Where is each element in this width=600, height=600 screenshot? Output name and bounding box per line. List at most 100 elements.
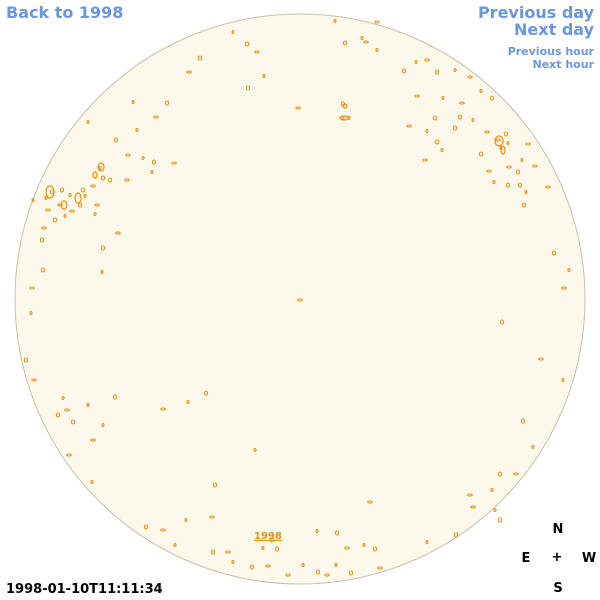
contour-mark: [186, 399, 190, 405]
contour-mark: [131, 99, 135, 105]
contour-mark: [495, 138, 501, 142]
contour-mark: [150, 169, 154, 175]
contour-mark: [538, 357, 544, 361]
contour-mark: [93, 211, 97, 217]
contour-mark: [348, 570, 354, 576]
contour-mark: [197, 55, 203, 61]
observation-timestamp: 1998-01-10T11:11:34: [6, 582, 163, 597]
contour-mark: [492, 179, 496, 185]
contour-mark: [506, 165, 512, 169]
contour-mark: [80, 187, 86, 193]
contour-mark: [160, 407, 166, 411]
contour-mark: [39, 237, 45, 243]
contour-mark: [112, 394, 118, 400]
next-hour-link[interactable]: Next hour: [532, 58, 595, 71]
contour-mark: [374, 20, 380, 24]
contour-mark: [209, 515, 215, 519]
contour-mark: [68, 192, 72, 198]
contour-mark: [203, 390, 209, 396]
contour-mark: [422, 158, 428, 162]
contour-mark: [517, 182, 523, 188]
contour-mark: [520, 157, 524, 163]
contour-mark: [363, 40, 369, 44]
contour-mark: [424, 58, 430, 62]
contour-mark: [479, 88, 483, 94]
contour-mark: [401, 68, 407, 74]
contour-mark: [55, 412, 61, 418]
contour-mark: [489, 95, 495, 101]
contour-mark: [153, 115, 159, 119]
contour-mark: [52, 217, 58, 223]
contour-mark: [561, 377, 565, 383]
contour-mark: [101, 422, 105, 428]
contour-mark: [567, 267, 571, 273]
contour-mark: [342, 40, 348, 46]
contour-mark: [231, 29, 235, 35]
contour-mark: [561, 286, 567, 290]
contour-mark: [471, 117, 475, 123]
contour-mark: [515, 169, 521, 175]
contour-mark: [360, 35, 364, 41]
contour-mark: [265, 564, 271, 568]
contour-mark: [29, 310, 33, 316]
contour-mark: [90, 479, 94, 485]
contour-mark: [90, 184, 96, 188]
back-to-year-link[interactable]: Back to 1998: [6, 3, 124, 22]
next-day-link[interactable]: Next day: [514, 20, 594, 39]
contour-loop: [339, 115, 349, 121]
contour-mark: [210, 549, 216, 555]
previous-day-link[interactable]: Previous day: [477, 3, 594, 22]
contour-loop: [74, 192, 82, 204]
contour-mark: [274, 546, 280, 552]
contour-mark: [141, 155, 145, 161]
contour-mark: [505, 182, 511, 188]
contour-mark: [41, 226, 47, 230]
contour-mark: [77, 202, 83, 208]
contour-mark: [295, 106, 301, 110]
contour-mark: [367, 500, 373, 504]
contour-mark: [432, 115, 438, 121]
contour-mark: [459, 101, 465, 105]
magnetic-contours: [23, 18, 571, 577]
contour-mark: [499, 319, 505, 325]
contour-mark: [470, 505, 476, 509]
previous-hour-link[interactable]: Previous hour: [507, 45, 594, 58]
compass-south-label: S: [553, 581, 563, 596]
contour-mark: [151, 159, 157, 165]
contour-mark: [375, 47, 379, 53]
year-label-link[interactable]: 1998: [254, 531, 282, 542]
contour-mark: [44, 195, 48, 201]
contour-mark: [344, 546, 350, 550]
contour-mark: [254, 50, 260, 54]
contour-mark: [520, 418, 526, 424]
contour-mark: [113, 137, 119, 143]
contour-loop: [97, 162, 105, 172]
contour-mark: [486, 169, 492, 173]
contour-mark: [441, 95, 445, 101]
contour-mark: [64, 408, 70, 412]
contour-mark: [160, 528, 166, 532]
contour-mark: [86, 402, 90, 408]
contour-mark: [124, 178, 130, 182]
contour-mark: [100, 269, 104, 275]
contour-mark: [521, 202, 527, 208]
contour-mark: [115, 231, 121, 235]
contour-mark: [551, 250, 557, 256]
contour-mark: [262, 73, 266, 79]
contour-mark: [301, 562, 305, 568]
contour-mark: [66, 453, 72, 457]
contour-mark: [324, 573, 330, 577]
contour-mark: [70, 419, 76, 425]
contour-mark: [297, 298, 303, 302]
contour-mark: [225, 550, 231, 554]
contour-mark: [362, 542, 366, 548]
contour-mark: [285, 573, 291, 577]
contour-mark: [484, 130, 490, 134]
contour-mark: [478, 151, 484, 157]
contour-mark: [440, 147, 444, 153]
contour-mark: [100, 245, 106, 251]
contour-mark: [94, 203, 100, 207]
contour-mark: [453, 532, 459, 538]
contour-mark: [414, 94, 420, 98]
contour-mark: [467, 493, 473, 497]
